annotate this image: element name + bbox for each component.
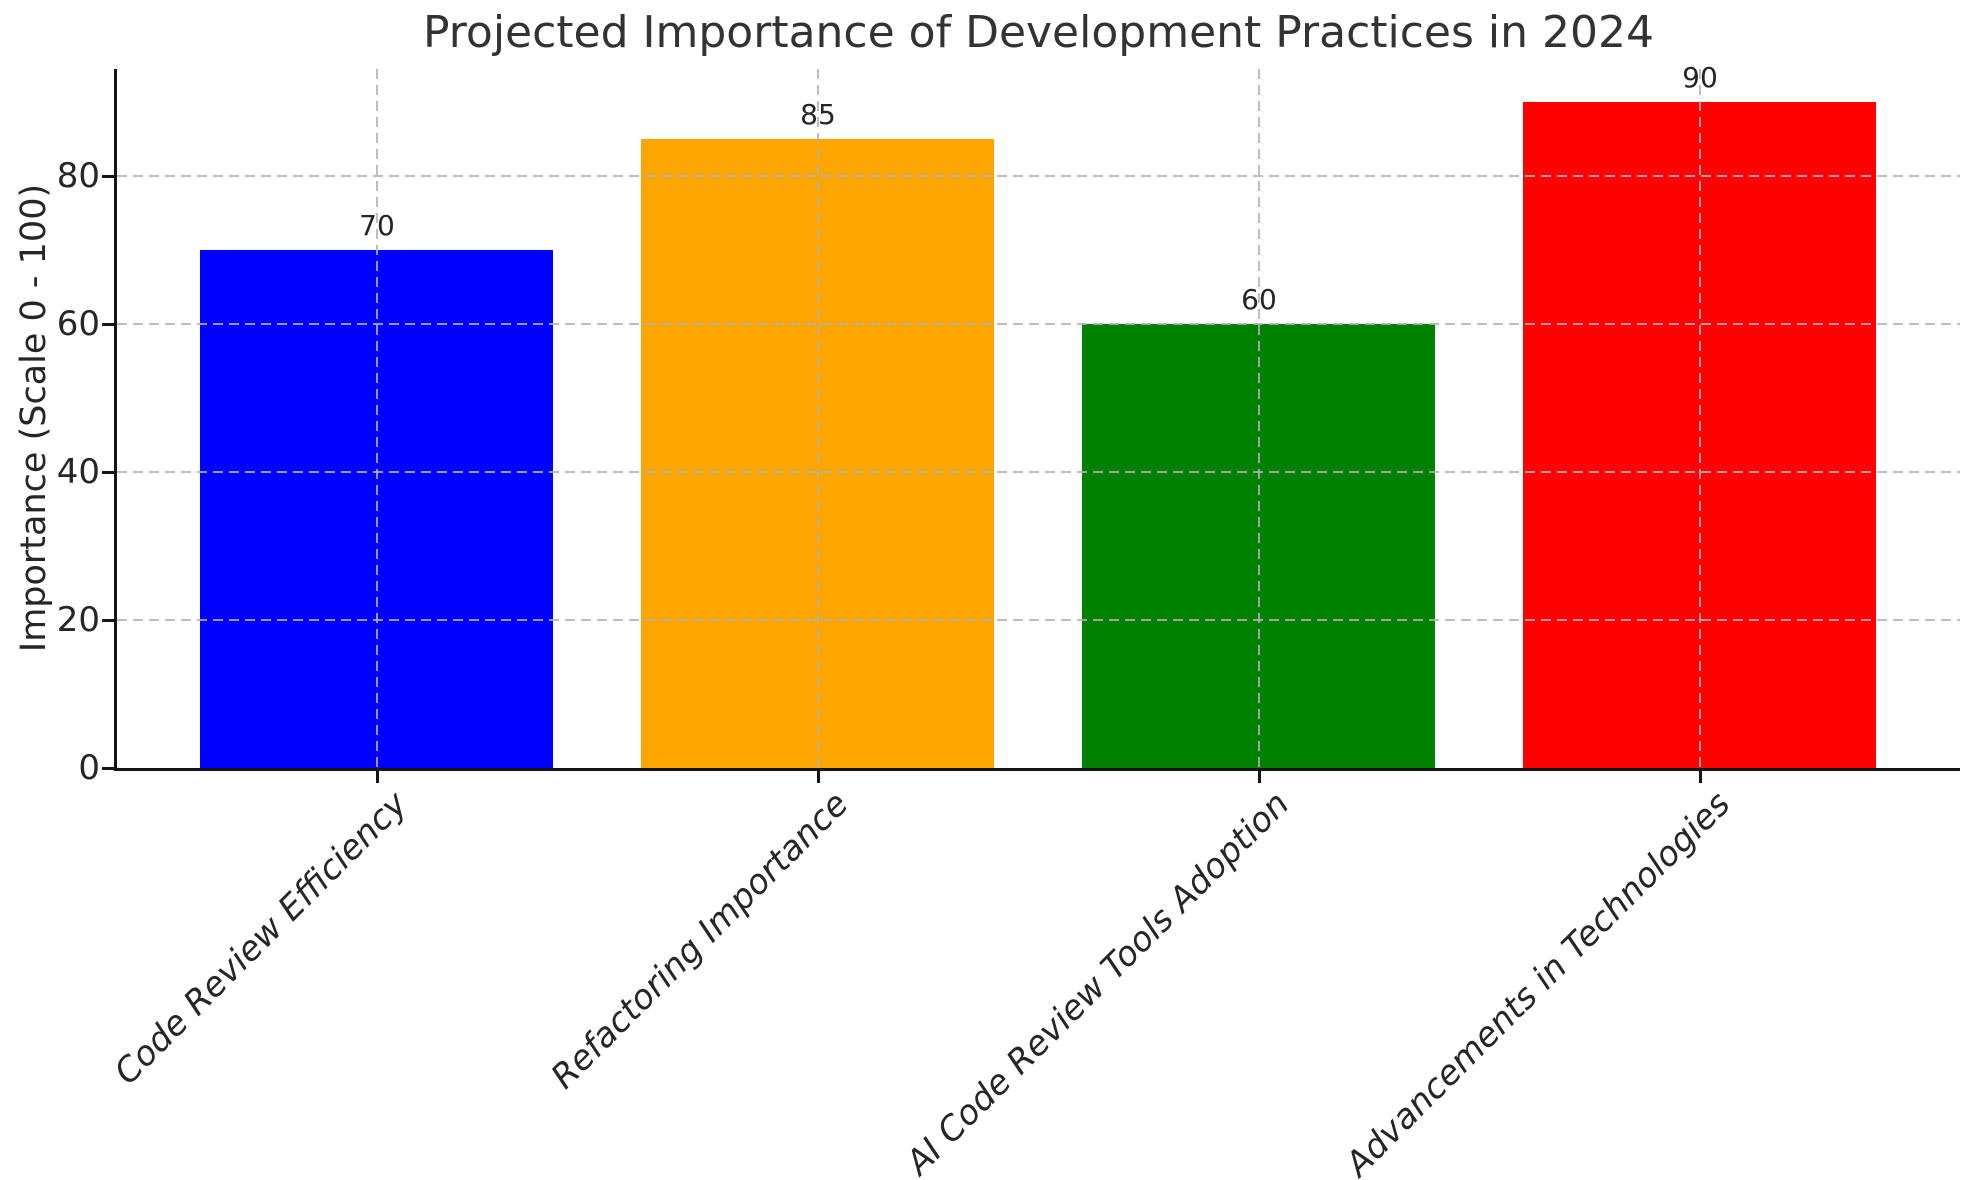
bar: [641, 139, 994, 768]
bar-value-label: 90: [1682, 61, 1718, 94]
x-tick-label: AI Code Review Tools Adoption: [898, 784, 1298, 1180]
y-axis-tick-mark: [102, 619, 114, 622]
x-axis-tick-mark: [817, 771, 820, 783]
y-tick-label: 40: [56, 452, 100, 492]
plot-area: 70 85 60 90: [114, 64, 1960, 771]
x-tick-label: Code Review Efficiency: [106, 784, 416, 1093]
y-axis-tick-mark: [102, 323, 114, 326]
y-tick-label: 20: [56, 600, 100, 640]
x-axis-tick-mark: [1258, 771, 1261, 783]
y-axis-tick-mark: [102, 471, 114, 474]
y-tick-label: 80: [56, 156, 100, 196]
y-axis-label: Importance (Scale 0 - 100): [14, 183, 54, 653]
bar: [200, 250, 553, 768]
bar: [1523, 102, 1876, 768]
bar-value-label: 85: [800, 98, 836, 131]
x-tick-label: Advancements in Technologies: [1337, 784, 1739, 1180]
bar-value-label: 60: [1241, 283, 1277, 316]
x-axis-tick-mark: [376, 771, 379, 783]
bar: [1082, 324, 1435, 768]
y-tick-label: 60: [56, 304, 100, 344]
y-tick-label: 0: [78, 748, 100, 788]
chart-title: Projected Importance of Development Prac…: [423, 7, 1654, 58]
y-axis-tick-mark: [102, 767, 114, 770]
x-axis-tick-mark: [1699, 771, 1702, 783]
bar-value-label: 70: [359, 209, 395, 242]
x-tick-label: Refactoring Importance: [543, 784, 857, 1097]
y-axis-tick-mark: [102, 175, 114, 178]
